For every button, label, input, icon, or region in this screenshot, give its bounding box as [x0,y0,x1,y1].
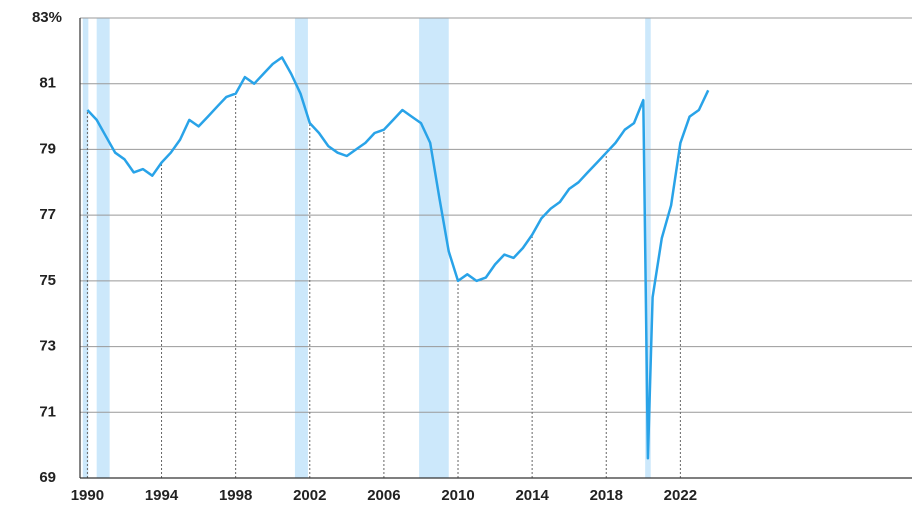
y-tick-label: 71 [39,403,56,420]
data-line [86,56,710,460]
recession-band [645,18,651,478]
y-tick-label: 83% [32,9,62,26]
y-tick-label: 81 [39,75,56,92]
y-tick-label: 69 [39,469,56,486]
x-tick-label: 2014 [515,487,549,504]
recession-band [294,18,308,478]
recession-band [96,18,110,478]
y-tick-label: 77 [39,206,56,223]
recession-band [419,18,449,478]
x-tick-label: 2022 [664,487,697,504]
x-tick-label: 2018 [590,487,623,504]
y-tick-label: 75 [39,272,56,289]
x-tick-label: 1998 [219,487,252,504]
recession-band [82,18,89,478]
x-tick-label: 2010 [441,487,474,504]
y-tick-label: 73 [39,338,56,355]
x-tick-label: 2002 [293,487,326,504]
y-tick-label: 79 [39,140,56,157]
x-tick-label: 1990 [71,487,104,504]
x-tick-label: 2006 [367,487,400,504]
x-tick-label: 1994 [145,487,179,504]
